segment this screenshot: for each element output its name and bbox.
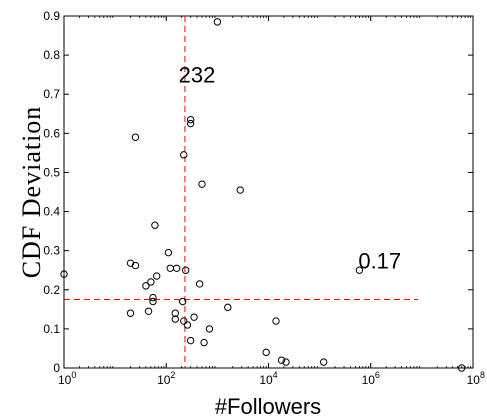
data-point <box>179 297 187 306</box>
plot-area <box>63 15 474 369</box>
x-axis-ticks: 100 102 104 106 108 <box>58 16 485 387</box>
data-point <box>236 186 244 194</box>
data-point <box>224 303 232 312</box>
data-point <box>186 119 195 128</box>
data-point <box>60 270 68 278</box>
x-tick-label: 106 <box>362 370 380 387</box>
data-point <box>262 348 270 357</box>
data-point <box>147 278 155 286</box>
data-point <box>457 364 466 372</box>
x-tick-label: 102 <box>157 370 175 387</box>
y-tick-label: 0.9 <box>43 9 60 23</box>
data-point <box>355 266 364 274</box>
data-point <box>172 264 181 272</box>
data-point <box>195 280 204 288</box>
data-point <box>213 18 222 26</box>
annotation-label: 232 <box>179 62 216 87</box>
data-point <box>180 151 188 159</box>
x-tick-label: 100 <box>58 370 76 387</box>
data-point <box>144 307 153 315</box>
y-axis-ticks: 0 0.1 0.2 0.3 0.4 0.5 0.6 0.7 0.8 0.9 <box>43 9 473 375</box>
y-tick-label: 0.5 <box>43 165 60 179</box>
y-tick-label: 0.1 <box>43 322 60 336</box>
data-point <box>198 180 206 188</box>
y-tick-label: 0.2 <box>43 283 60 297</box>
data-point <box>181 266 190 274</box>
data-point <box>190 313 198 321</box>
data-point <box>319 358 328 366</box>
x-tick-label: 104 <box>259 370 277 387</box>
data-point <box>200 338 208 347</box>
data-point <box>277 356 286 364</box>
data-point <box>131 133 140 141</box>
y-tick-label: 0.7 <box>43 87 60 101</box>
y-tick-label: 0.4 <box>43 205 60 219</box>
data-point <box>152 272 161 280</box>
data-points <box>60 18 466 372</box>
data-point <box>186 115 195 124</box>
y-tick-label: 0.8 <box>43 48 60 62</box>
data-point <box>164 248 173 257</box>
data-point <box>171 315 179 323</box>
data-point <box>131 261 140 270</box>
data-point <box>151 221 159 229</box>
data-point <box>149 293 157 302</box>
x-tick-label: 108 <box>467 370 485 387</box>
y-tick-label: 0.3 <box>43 244 60 258</box>
threshold-lines <box>64 16 418 368</box>
data-point <box>205 325 214 333</box>
data-point <box>142 282 150 290</box>
data-point <box>126 309 135 317</box>
data-point <box>180 317 188 325</box>
data-point <box>183 321 192 329</box>
data-point <box>186 336 195 345</box>
data-point <box>272 317 280 325</box>
annotations: 232 0.17 <box>179 62 401 273</box>
data-point <box>149 297 157 306</box>
y-tick-label: 0.6 <box>43 126 60 140</box>
y-tick-label: 0 <box>53 361 60 375</box>
annotation-label: 0.17 <box>358 248 401 273</box>
data-point <box>171 309 179 317</box>
y-axis-label: CDF Deviation <box>17 106 46 279</box>
data-point <box>282 358 290 366</box>
x-axis-label: #Followers <box>215 394 321 419</box>
